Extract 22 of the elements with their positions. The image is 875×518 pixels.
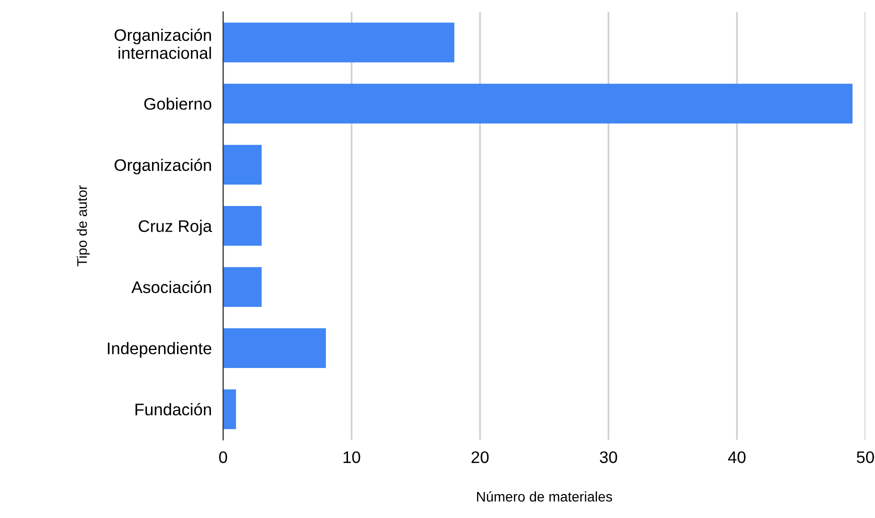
y-tick-label: Cruz Roja [138, 220, 212, 236]
y-tick-label: Asociación [131, 280, 211, 294]
bar [223, 206, 262, 246]
x-tick-label: 30 [600, 451, 618, 464]
y-tick-label: Independiente [108, 342, 212, 358]
bar [223, 144, 262, 185]
bar [223, 84, 853, 124]
x-tick-label: 40 [728, 451, 746, 464]
bar [223, 22, 454, 62]
bar [223, 328, 326, 368]
x-axis-title: Número de materiales [477, 491, 612, 502]
y-axis-title: Tipo de autor [76, 185, 90, 266]
bar [223, 267, 262, 307]
x-tick-label: 0 [219, 451, 228, 464]
x-tick-label: 10 [344, 451, 360, 464]
bar [223, 389, 236, 430]
x-tick-label: 50 [856, 451, 874, 464]
y-tick-label: Organización internacional [114, 28, 211, 59]
y-tick-label: Fundación [136, 402, 211, 416]
y-tick-label: Gobierno [144, 98, 212, 110]
x-tick-label: 20 [472, 451, 489, 464]
y-tick-label: Organización [114, 158, 211, 174]
